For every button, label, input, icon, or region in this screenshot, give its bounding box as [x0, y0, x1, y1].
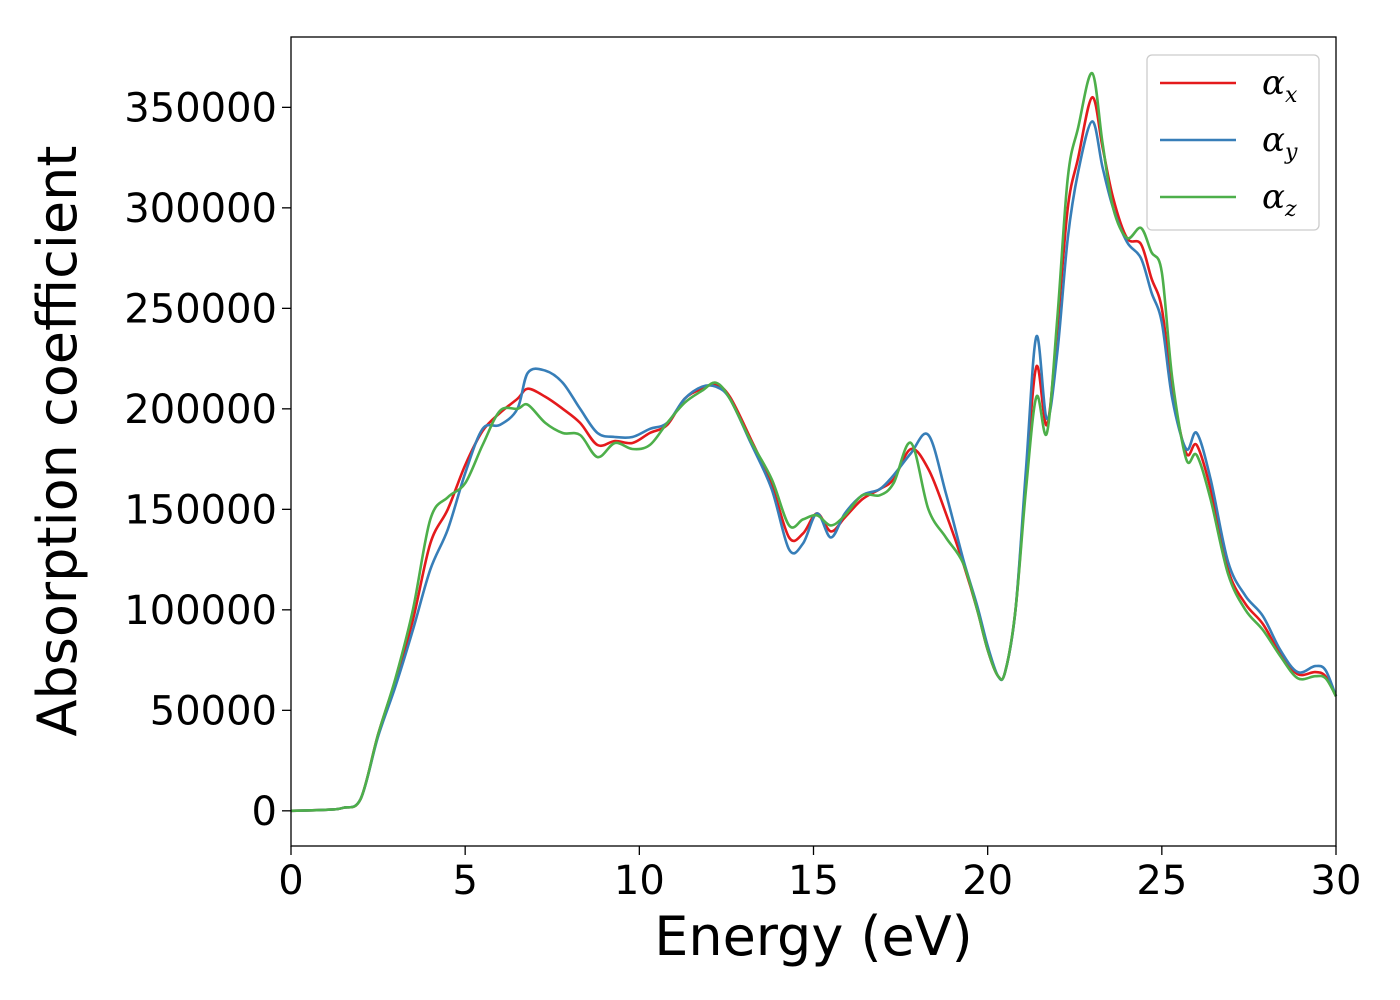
legend-subscript: y	[1284, 140, 1298, 165]
x-axis: 0 5 10 15 20 25 30	[278, 846, 1361, 904]
x-tick-label: 30	[1311, 858, 1362, 904]
x-axis-title: Energy (eV)	[654, 905, 973, 968]
legend-box	[1146, 54, 1320, 231]
y-tick-label: 200000	[124, 387, 277, 433]
series-layer	[290, 71, 1338, 813]
y-tick-label: 150000	[124, 487, 277, 533]
y-tick-label: 100000	[124, 588, 277, 634]
y-tick-label: 250000	[124, 286, 277, 332]
legend-label-alpha-y: αy	[1262, 120, 1298, 165]
y-tick-label: 50000	[150, 688, 277, 734]
y-tick-label: 350000	[124, 85, 277, 131]
legend-symbol: α	[1262, 120, 1285, 160]
x-tick-label: 10	[614, 858, 665, 904]
legend-symbol: α	[1262, 63, 1285, 103]
legend-subscript: x	[1285, 83, 1298, 108]
x-tick-label: 0	[278, 858, 303, 904]
y-tick-label: 0	[252, 789, 277, 835]
legend-symbol: α	[1262, 177, 1285, 217]
y-axis-title: Absorption coefficient	[26, 146, 89, 737]
x-tick-label: 5	[452, 858, 477, 904]
y-axis: 0 50000 100000 150000 200000 250000 300000 3500…	[124, 85, 291, 835]
x-tick-label: 15	[788, 858, 839, 904]
series-line-alpha-z	[290, 71, 1338, 813]
y-tick-label: 300000	[124, 186, 277, 232]
legend-label-alpha-z: αz	[1262, 177, 1297, 222]
legend-subscript: z	[1284, 197, 1297, 222]
x-tick-label: 25	[1136, 858, 1187, 904]
x-tick-label: 20	[962, 858, 1013, 904]
legend-label-alpha-x: αx	[1262, 63, 1298, 108]
